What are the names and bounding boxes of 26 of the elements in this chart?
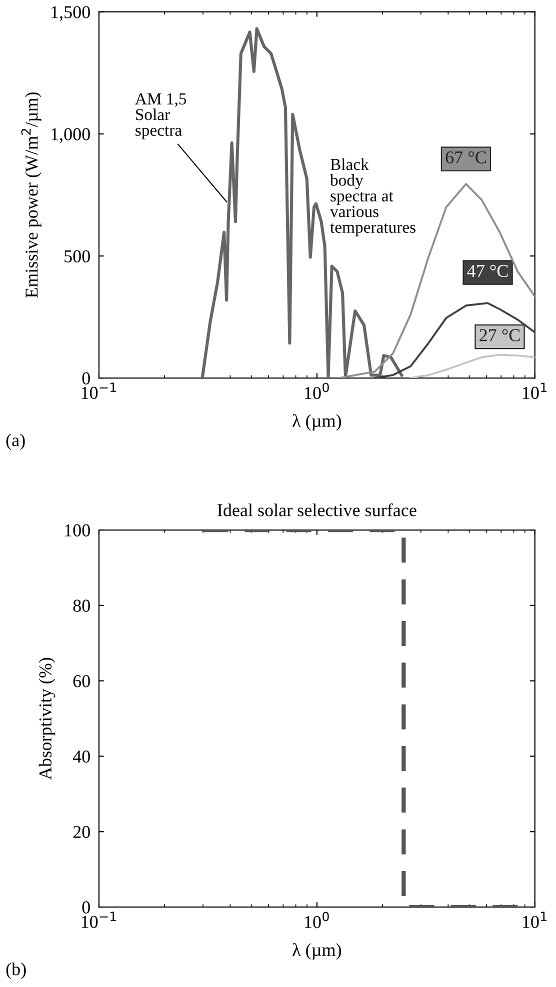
y-tick-label: 40	[72, 750, 90, 763]
x-tick-label: 10$^{0}$	[305, 912, 329, 928]
text: (a)	[6, 434, 25, 450]
y-axis-title: Absorptivity (%)	[38, 658, 56, 780]
series-label: 27 °C	[480, 329, 520, 342]
annotation: AM 1,5 Solar spectra	[135, 93, 186, 140]
x-tick-label: 10$^{1}$	[523, 382, 547, 399]
series-label: 67 °C	[446, 151, 486, 164]
series-label: 47 °C	[467, 264, 508, 278]
y-tick-label: 500	[64, 250, 90, 262]
y-tick-label: 80	[73, 600, 90, 612]
y-tick-label: 0	[82, 372, 90, 384]
y-axis-title: Emissive power (W/m$^{2}$/µm)	[21, 92, 42, 298]
y-tick-label: 1,000	[52, 128, 90, 143]
x-axis-title: λ (µm)	[292, 943, 341, 960]
y-tick-label: 100	[65, 524, 90, 536]
x-tick-label: 10$^{0}$	[305, 382, 329, 400]
annotation: Black body spectra at various temperatures	[330, 158, 416, 236]
text: (b)	[6, 962, 26, 979]
y-tick-label: 60	[73, 675, 90, 688]
chart-title: Ideal solar selective surface	[218, 503, 416, 516]
y-tick-label: 1,500	[52, 6, 90, 21]
x-tick-label: 10$^{1}$	[523, 912, 547, 928]
y-tick-label: 20	[73, 826, 90, 838]
y-tick-label: 0	[82, 901, 90, 914]
x-axis-title: λ (µm)	[292, 414, 341, 431]
